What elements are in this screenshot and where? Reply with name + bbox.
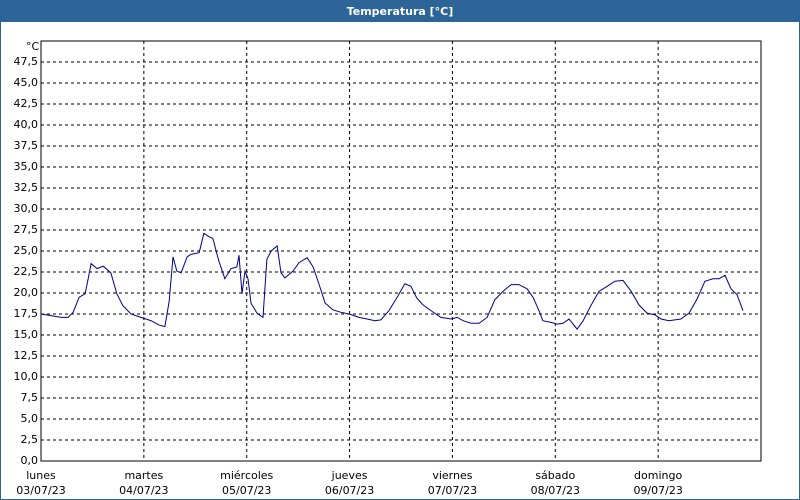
y-tick-label: 15,0 (14, 328, 39, 341)
x-tick-label: lunes (26, 469, 56, 482)
y-tick-label: 25,0 (14, 244, 39, 257)
y-tick-label: 32,5 (14, 181, 39, 194)
y-tick-label: 30,0 (14, 202, 39, 215)
y-tick-label: 5,0 (21, 412, 39, 425)
y-tick-label: 40,0 (14, 118, 39, 131)
y-tick-label: 7,5 (21, 391, 39, 404)
y-tick-label: 37,5 (14, 139, 39, 152)
y-tick-label: 17,5 (14, 307, 39, 320)
y-tick-label: 27,5 (14, 223, 39, 236)
line (40, 232, 744, 330)
y-tick-label: 35,0 (14, 160, 39, 173)
x-tick-date: 05/07/23 (222, 484, 271, 497)
x-tick-label: domingo (634, 469, 682, 482)
y-tick-label: 20,0 (14, 286, 39, 299)
y-tick-label: 2,5 (21, 433, 39, 446)
x-tick-label: jueves (331, 469, 368, 482)
x-tick-date: 06/07/23 (325, 484, 374, 497)
y-unit: °C (26, 40, 40, 53)
x-tick-label: miércoles (220, 469, 273, 482)
x-tick-date: 07/07/23 (428, 484, 477, 497)
plot-border (40, 40, 762, 462)
y-tick-label: 12,5 (14, 349, 39, 362)
y-tick-label: 47,5 (14, 55, 39, 68)
x-tick-date: 03/07/23 (16, 484, 65, 497)
y-tick-label: 45,0 (14, 76, 39, 89)
x-tick-date: 09/07/23 (633, 484, 682, 497)
x-tick-label: viernes (432, 469, 472, 482)
x-tick-date: 04/07/23 (119, 484, 168, 497)
x-tick-label: sábado (535, 469, 575, 482)
y-tick-label: 42,5 (14, 97, 39, 110)
title-bar: Temperatura [°C] (1, 1, 799, 22)
y-tick-label: 22,5 (14, 265, 39, 278)
y-tick-label: 0,0 (21, 454, 39, 467)
x-tick-date: 08/07/23 (531, 484, 580, 497)
y-tick-label: 10,0 (14, 370, 39, 383)
x-tick-label: martes (124, 469, 163, 482)
